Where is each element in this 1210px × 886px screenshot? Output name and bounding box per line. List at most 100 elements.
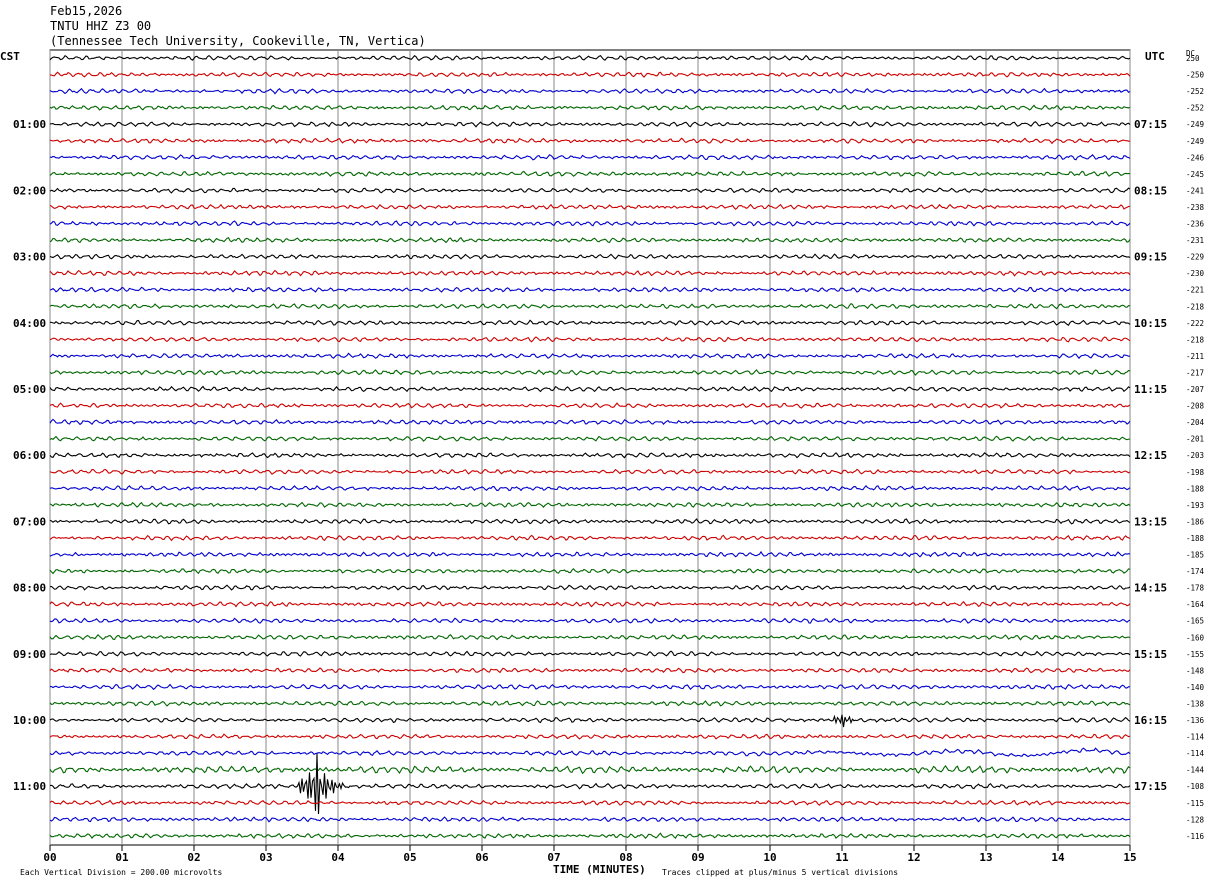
right-hour-label: 17:15 [1134,780,1167,793]
dc-offset-label: -164 [1186,600,1205,609]
trace-43 [49,765,1131,775]
dc-offset-label: -246 [1186,153,1205,162]
right-hour-label: 09:15 [1134,251,1167,264]
clip-note: Traces clipped at plus/minus 5 vertical … [662,868,899,877]
x-tick-label: 00 [43,851,56,864]
trace-42 [49,747,1131,758]
dc-offset-label: -201 [1186,435,1204,444]
dc-offset-label: -204 [1186,418,1205,427]
dc-offset-label: -208 [1186,402,1205,411]
x-tick-label: 04 [331,851,345,864]
trace-16 [49,319,1131,326]
left-hour-label: 02:00 [13,184,46,197]
right-hour-label: 10:15 [1134,317,1167,330]
right-hour-label: 11:15 [1134,383,1167,396]
dc-offset-label: -230 [1186,269,1205,278]
trace-29 [49,534,1131,542]
dc-offset-label: -198 [1186,468,1205,477]
dc-offset-label: -203 [1186,451,1204,460]
dc-offset-label: -193 [1186,501,1204,510]
dc-offset-label: -222 [1186,319,1204,328]
dc-offset-label: -114 [1186,733,1205,742]
dc-offset-label: -140 [1186,683,1205,692]
trace-30 [49,550,1131,558]
left-hour-label: 10:00 [13,714,46,727]
trace-25 [49,468,1131,475]
trace-33 [49,600,1131,608]
dc-offset-label: -229 [1186,253,1204,262]
dc-offset-label: -148 [1186,666,1205,675]
trace-20 [49,385,1131,393]
dc-offset-label: -217 [1186,368,1204,377]
x-tick-label: 03 [259,851,272,864]
x-tick-label: 13 [979,851,992,864]
x-tick-label: 15 [1123,851,1136,864]
left-hour-label: 03:00 [13,251,46,264]
plot-date: Feb15,2026 [50,4,123,18]
right-hour-label: 08:15 [1134,184,1167,197]
dc-offset-label: -136 [1186,716,1205,725]
dc-offset-label: -188 [1186,534,1205,543]
dc-offset-label: -155 [1186,650,1204,659]
dc-offset-label: -128 [1186,815,1205,824]
x-tick-label: 10 [763,851,776,864]
trace-28 [49,518,1131,525]
left-hour-label: 07:00 [13,515,46,528]
trace-19 [49,369,1131,376]
trace-23 [49,435,1131,442]
trace-9 [49,203,1131,210]
trace-40 [49,714,1131,728]
dc-offset-label: -116 [1186,832,1205,841]
dc-offset-label: -249 [1186,120,1204,129]
x-tick-label: 14 [1051,851,1065,864]
scale-note: Each Vertical Division = 200.00 microvol… [20,868,223,877]
trace-47 [49,832,1131,840]
trace-5 [49,137,1131,145]
right-hour-label: 07:15 [1134,118,1167,131]
trace-44 [49,753,1131,815]
dc-label: DC [1186,49,1195,58]
trace-31 [49,568,1131,575]
dc-offset-label: -185 [1186,551,1204,560]
left-hour-label: 01:00 [13,118,46,131]
right-timezone: UTC [1145,50,1165,63]
trace-0 [49,54,1131,62]
dc-offset-label: -144 [1186,766,1205,775]
trace-4 [49,121,1131,128]
trace-1 [49,71,1131,78]
x-axis-label: TIME (MINUTES) [553,863,646,876]
right-hour-label: 13:15 [1134,515,1167,528]
dc-offset-label: -165 [1186,617,1204,626]
dc-offset-label: -218 [1186,302,1205,311]
x-tick-label: 09 [691,851,704,864]
left-hour-label: 11:00 [13,780,46,793]
trace-34 [49,617,1131,624]
x-tick-label: 07 [547,851,560,864]
x-tick-label: 12 [907,851,920,864]
x-tick-label: 08 [619,851,632,864]
trace-21 [49,402,1131,409]
trace-14 [49,286,1131,293]
dc-offset-label: -252 [1186,104,1204,113]
left-hour-label: 06:00 [13,449,46,462]
trace-37 [49,667,1131,674]
left-hour-label: 08:00 [13,582,46,595]
dc-offset-label: -138 [1186,699,1205,708]
trace-36 [49,650,1131,657]
dc-offset-label: -236 [1186,220,1205,229]
x-tick-label: 01 [115,851,129,864]
dc-offset-label: -252 [1186,87,1204,96]
dc-offset-label: -211 [1186,352,1204,361]
trace-18 [49,352,1131,360]
dc-offset-label: 250 [1186,54,1200,63]
dc-offset-label: -241 [1186,186,1204,195]
right-hour-label: 14:15 [1134,582,1167,595]
dc-offset-label: -115 [1186,799,1204,808]
left-hour-label: 05:00 [13,383,46,396]
trace-45 [49,799,1131,806]
trace-39 [49,700,1131,707]
trace-35 [49,633,1131,641]
x-tick-label: 05 [403,851,416,864]
dc-offset-label: -160 [1186,633,1205,642]
right-hour-label: 15:15 [1134,648,1167,661]
